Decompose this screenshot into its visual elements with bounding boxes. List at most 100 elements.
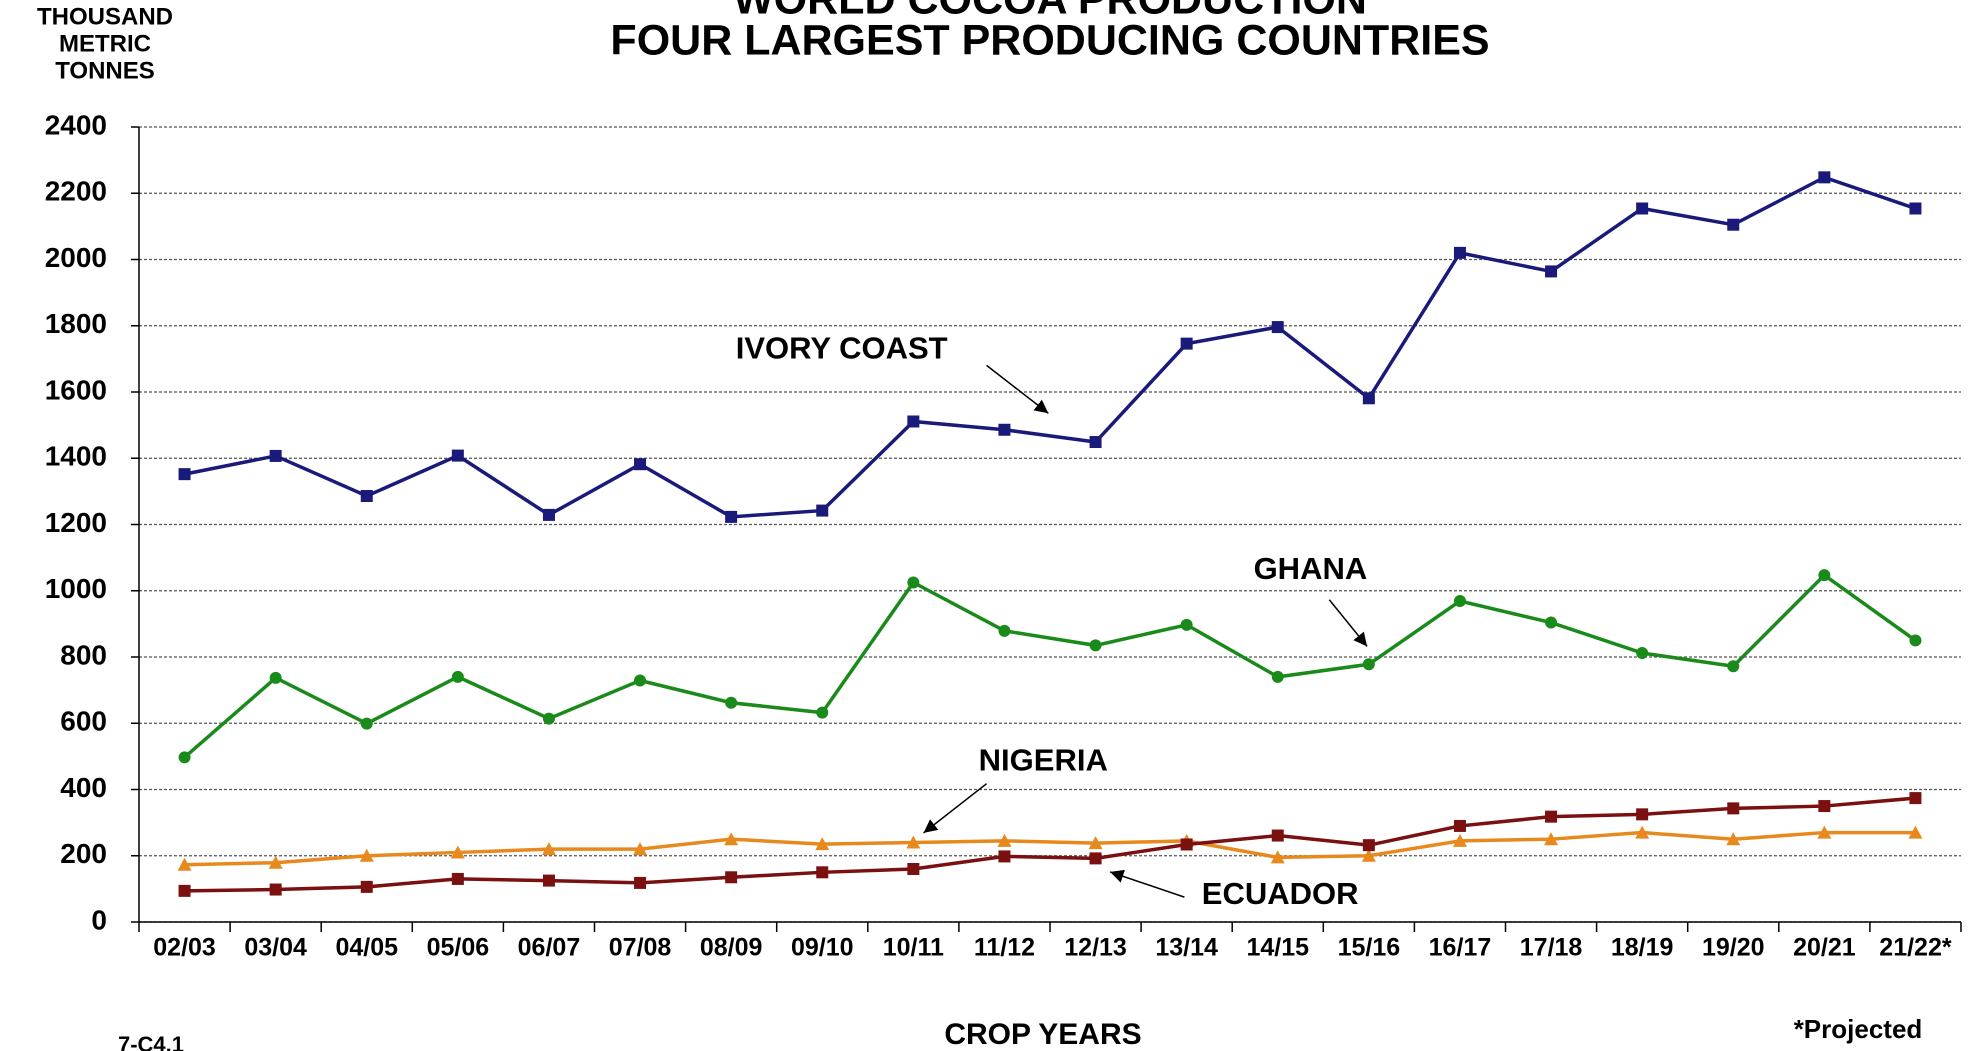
x-tick-label: 21/22*	[1879, 934, 1952, 962]
y-axis-label: METRIC	[59, 30, 151, 57]
y-tick-label: 2000	[45, 242, 107, 273]
marker	[998, 850, 1011, 863]
series-label: ECUADOR	[1202, 876, 1359, 911]
marker	[269, 883, 282, 896]
label-arrow	[923, 783, 988, 834]
x-tick-label: 08/09	[700, 934, 763, 962]
x-tick-label: 07/08	[609, 934, 672, 962]
marker	[269, 449, 282, 462]
marker	[542, 874, 555, 887]
marker	[634, 876, 647, 889]
y-tick-label: 400	[60, 772, 107, 803]
marker	[1180, 337, 1193, 350]
marker	[360, 490, 373, 503]
y-tick-label: 800	[60, 639, 107, 670]
marker	[1545, 265, 1558, 278]
x-tick-label: 03/04	[244, 934, 307, 962]
marker	[634, 674, 647, 687]
marker	[998, 423, 1011, 436]
marker	[1180, 838, 1193, 851]
marker	[1818, 569, 1831, 582]
x-axis-label: CROP YEARS	[944, 1018, 1141, 1051]
marker	[724, 832, 739, 846]
chart-subtitle: FOUR LARGEST PRODUCING COUNTRIES	[610, 16, 1489, 64]
y-tick-label: 0	[91, 904, 107, 935]
marker	[268, 855, 283, 869]
label-arrow	[986, 364, 1049, 414]
x-tick-label: 14/15	[1246, 934, 1309, 962]
marker	[1362, 392, 1375, 405]
label-arrow	[1328, 599, 1368, 647]
marker	[634, 458, 647, 471]
marker	[451, 872, 464, 885]
marker	[178, 468, 191, 481]
y-tick-label: 1800	[45, 308, 107, 339]
x-tick-label: 17/18	[1520, 934, 1583, 962]
marker	[1909, 202, 1922, 215]
x-tick-label: 05/06	[427, 934, 490, 962]
marker	[1726, 832, 1741, 846]
y-tick-label: 1600	[45, 374, 107, 405]
marker	[360, 880, 373, 893]
marker	[633, 842, 648, 856]
marker	[177, 857, 192, 871]
marker	[725, 510, 738, 523]
marker	[1636, 202, 1649, 215]
marker	[906, 835, 921, 849]
marker	[1909, 792, 1922, 805]
marker	[1727, 802, 1740, 815]
series-label: NIGERIA	[979, 742, 1108, 777]
x-tick-label: 19/20	[1702, 934, 1765, 962]
marker	[269, 671, 282, 684]
marker	[1817, 825, 1832, 839]
marker	[1361, 848, 1376, 862]
marker	[1362, 658, 1375, 671]
marker	[998, 624, 1011, 637]
x-tick-label: 10/11	[883, 934, 944, 962]
marker	[1089, 852, 1102, 865]
marker	[997, 833, 1012, 847]
series-label: GHANA	[1254, 551, 1368, 586]
marker	[815, 837, 830, 851]
x-tick-label: 02/03	[153, 934, 216, 962]
x-tick-label: 13/14	[1155, 934, 1218, 962]
series-label: IVORY COAST	[736, 330, 948, 365]
marker	[1727, 660, 1740, 673]
marker	[542, 712, 555, 725]
y-axis-label: TONNES	[55, 57, 155, 84]
chart-title: WORLD COCOA PRODUCTION	[733, 0, 1367, 23]
marker	[816, 504, 829, 517]
series-line	[184, 175, 1917, 519]
x-tick-label: 09/10	[791, 934, 854, 962]
y-tick-label: 600	[60, 706, 107, 737]
marker	[1089, 639, 1102, 652]
marker	[1452, 833, 1467, 847]
y-axis-label: THOUSAND	[37, 3, 173, 30]
x-tick-label: 20/21	[1793, 934, 1856, 962]
marker	[907, 415, 920, 428]
marker	[451, 670, 464, 683]
y-tick-label: 1000	[45, 573, 107, 604]
marker	[1545, 810, 1558, 823]
series-line	[184, 830, 1916, 867]
marker	[1271, 829, 1284, 842]
x-tick-label: 12/13	[1064, 934, 1127, 962]
chart-id: 7-C4.1	[118, 1032, 184, 1051]
marker	[178, 751, 191, 764]
marker	[1636, 808, 1649, 821]
marker	[1088, 836, 1103, 850]
marker	[360, 717, 373, 730]
marker	[178, 884, 191, 897]
marker	[1271, 670, 1284, 683]
y-tick-label: 2400	[45, 109, 107, 140]
series-line	[184, 796, 1916, 893]
marker	[816, 866, 829, 879]
y-tick-label: 2200	[45, 176, 107, 207]
marker	[1362, 839, 1375, 852]
marker	[1908, 825, 1923, 839]
marker	[542, 508, 555, 521]
x-tick-label: 06/07	[518, 934, 581, 962]
marker	[450, 845, 465, 859]
marker	[1180, 618, 1193, 631]
